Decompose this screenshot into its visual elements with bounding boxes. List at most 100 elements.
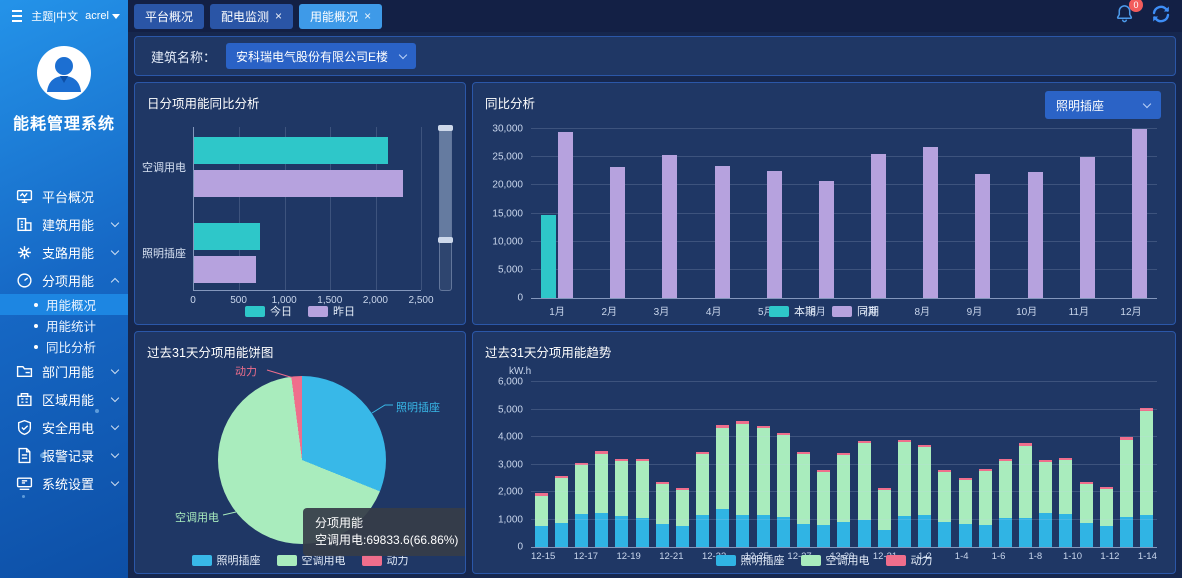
stacked-bar[interactable] xyxy=(1076,382,1096,547)
legend-item-current[interactable]: 本期 xyxy=(769,303,816,319)
stacked-bar[interactable] xyxy=(612,382,632,547)
stacked-bar[interactable] xyxy=(814,382,834,547)
sidebar-item-system-settings[interactable]: 系统设置 xyxy=(0,469,128,497)
sidebar-subitem-energy-overview[interactable]: 用能概况 xyxy=(0,294,128,315)
stacked-bar[interactable] xyxy=(713,382,733,547)
bar[interactable] xyxy=(714,166,730,298)
legend-item-ac[interactable]: 空调用电 xyxy=(800,552,870,568)
user-icon xyxy=(47,57,81,92)
yoy-plot[interactable]: 0 5,000 10,000 15,000 20,000 25,000 30,000 xyxy=(492,124,1157,304)
datazoom-handle-bottom[interactable] xyxy=(438,236,453,243)
bar[interactable] xyxy=(541,215,557,298)
bar-segment xyxy=(554,522,568,547)
datazoom-handle-top[interactable] xyxy=(438,125,453,131)
sidebar-item-branch-energy[interactable]: 支路用能 xyxy=(0,238,128,266)
bar[interactable] xyxy=(662,154,678,298)
sidebar-item-platform-overview[interactable]: 平台概况 xyxy=(0,182,128,210)
stacked-bar[interactable] xyxy=(975,382,995,547)
sidebar-item-subitem-energy[interactable]: 分项用能 xyxy=(0,266,128,294)
stacked-bar[interactable] xyxy=(592,382,612,547)
stacked-bar[interactable] xyxy=(652,382,672,547)
stacked-bar[interactable] xyxy=(995,382,1015,547)
legend-item-power[interactable]: 动力 xyxy=(361,552,409,568)
stacked-bar[interactable] xyxy=(935,382,955,547)
sidebar-item-area-energy[interactable]: 区域用能 xyxy=(0,385,128,413)
stacked-bar[interactable] xyxy=(733,382,753,547)
building-icon xyxy=(16,216,33,233)
close-icon[interactable] xyxy=(364,11,371,21)
legend-item-power[interactable]: 动力 xyxy=(885,552,933,568)
legend-item-same-period[interactable]: 同期 xyxy=(832,303,879,319)
daily-compare-plot[interactable]: 空调用电 照明插座 xyxy=(142,127,422,291)
stacked-bar[interactable] xyxy=(834,382,854,547)
stacked-bar[interactable] xyxy=(915,382,935,547)
bar[interactable] xyxy=(194,137,389,164)
category-select[interactable]: 照明插座 xyxy=(1045,91,1161,119)
stacked-bar[interactable] xyxy=(1036,382,1056,547)
stacked-bar[interactable] xyxy=(753,382,773,547)
trend-plot[interactable]: 0 1,000 2,000 3,000 4,000 5,000 6,000 xyxy=(498,377,1157,553)
legend-label: 同期 xyxy=(857,306,879,318)
tab-platform-overview[interactable]: 平台概况 xyxy=(134,3,205,29)
tab-energy-overview[interactable]: 用能概况 xyxy=(299,3,383,29)
stacked-bar[interactable] xyxy=(894,382,914,547)
bar[interactable] xyxy=(871,154,887,298)
folder-icon xyxy=(16,363,33,380)
refresh-button[interactable] xyxy=(1150,4,1172,29)
bar[interactable] xyxy=(558,132,574,298)
close-icon[interactable] xyxy=(275,11,282,21)
sidebar-item-alarm-records[interactable]: 报警记录 xyxy=(0,441,128,469)
sidebar-item-label: 分项用能 xyxy=(42,273,95,289)
bar[interactable] xyxy=(194,170,403,197)
sidebar-item-department-energy[interactable]: 部门用能 xyxy=(0,357,128,385)
bar[interactable] xyxy=(923,147,939,298)
stacked-bar[interactable] xyxy=(672,382,692,547)
trend-bars[interactable] xyxy=(531,382,1157,547)
stacked-bar[interactable] xyxy=(693,382,713,547)
bar[interactable] xyxy=(194,256,256,283)
stacked-bar[interactable] xyxy=(1056,382,1076,547)
bar[interactable] xyxy=(1079,157,1095,298)
stacked-bar[interactable] xyxy=(854,382,874,547)
stacked-bar[interactable] xyxy=(531,382,551,547)
gridline xyxy=(330,127,332,290)
bar[interactable] xyxy=(194,223,261,250)
sidebar-item-building-energy[interactable]: 建筑用能 xyxy=(0,210,128,238)
theme-language-switch[interactable]: 主题|中文 xyxy=(31,11,79,23)
bar[interactable] xyxy=(610,166,626,298)
stacked-bar[interactable] xyxy=(1137,382,1157,547)
legend-item-today[interactable]: 今日 xyxy=(245,303,292,319)
hamburger-menu-icon[interactable] xyxy=(12,15,23,17)
stacked-bar[interactable] xyxy=(1096,382,1116,547)
stacked-bar[interactable] xyxy=(874,382,894,547)
sidebar-item-electrical-safety[interactable]: 安全用电 xyxy=(0,413,128,441)
bar[interactable] xyxy=(766,171,782,298)
stacked-bar[interactable] xyxy=(1116,382,1136,547)
sidebar-subitem-energy-statistics[interactable]: 用能统计 xyxy=(0,315,128,336)
chevron-down-icon xyxy=(110,246,120,255)
bar[interactable] xyxy=(975,174,991,298)
tab-power-monitoring[interactable]: 配电监测 xyxy=(210,3,294,29)
notifications-button[interactable]: 0 xyxy=(1115,0,1143,28)
datazoom-window[interactable] xyxy=(440,128,451,240)
user-menu[interactable]: acrel xyxy=(85,10,120,22)
datazoom-slider[interactable] xyxy=(438,125,453,291)
stacked-bar[interactable] xyxy=(551,382,571,547)
stacked-bar[interactable] xyxy=(793,382,813,547)
sidebar-subitem-yoy-analysis[interactable]: 同比分析 xyxy=(0,336,128,357)
building-select[interactable]: 安科瑞电气股份有限公司E楼 xyxy=(226,43,417,69)
monitor-icon xyxy=(16,188,33,205)
legend-item-ac[interactable]: 空调用电 xyxy=(276,552,346,568)
bar[interactable] xyxy=(818,180,834,298)
legend-item-yesterday[interactable]: 昨日 xyxy=(308,303,355,319)
stacked-bar[interactable] xyxy=(955,382,975,547)
stacked-bar[interactable] xyxy=(773,382,793,547)
bar[interactable] xyxy=(1131,129,1147,298)
sidebar-subitem-label: 用能统计 xyxy=(46,320,97,334)
stacked-bar[interactable] xyxy=(632,382,652,547)
bar[interactable] xyxy=(1027,172,1043,298)
legend-item-lighting[interactable]: 照明插座 xyxy=(715,552,785,568)
stacked-bar[interactable] xyxy=(1016,382,1036,547)
stacked-bar[interactable] xyxy=(571,382,591,547)
legend-item-lighting[interactable]: 照明插座 xyxy=(191,552,261,568)
